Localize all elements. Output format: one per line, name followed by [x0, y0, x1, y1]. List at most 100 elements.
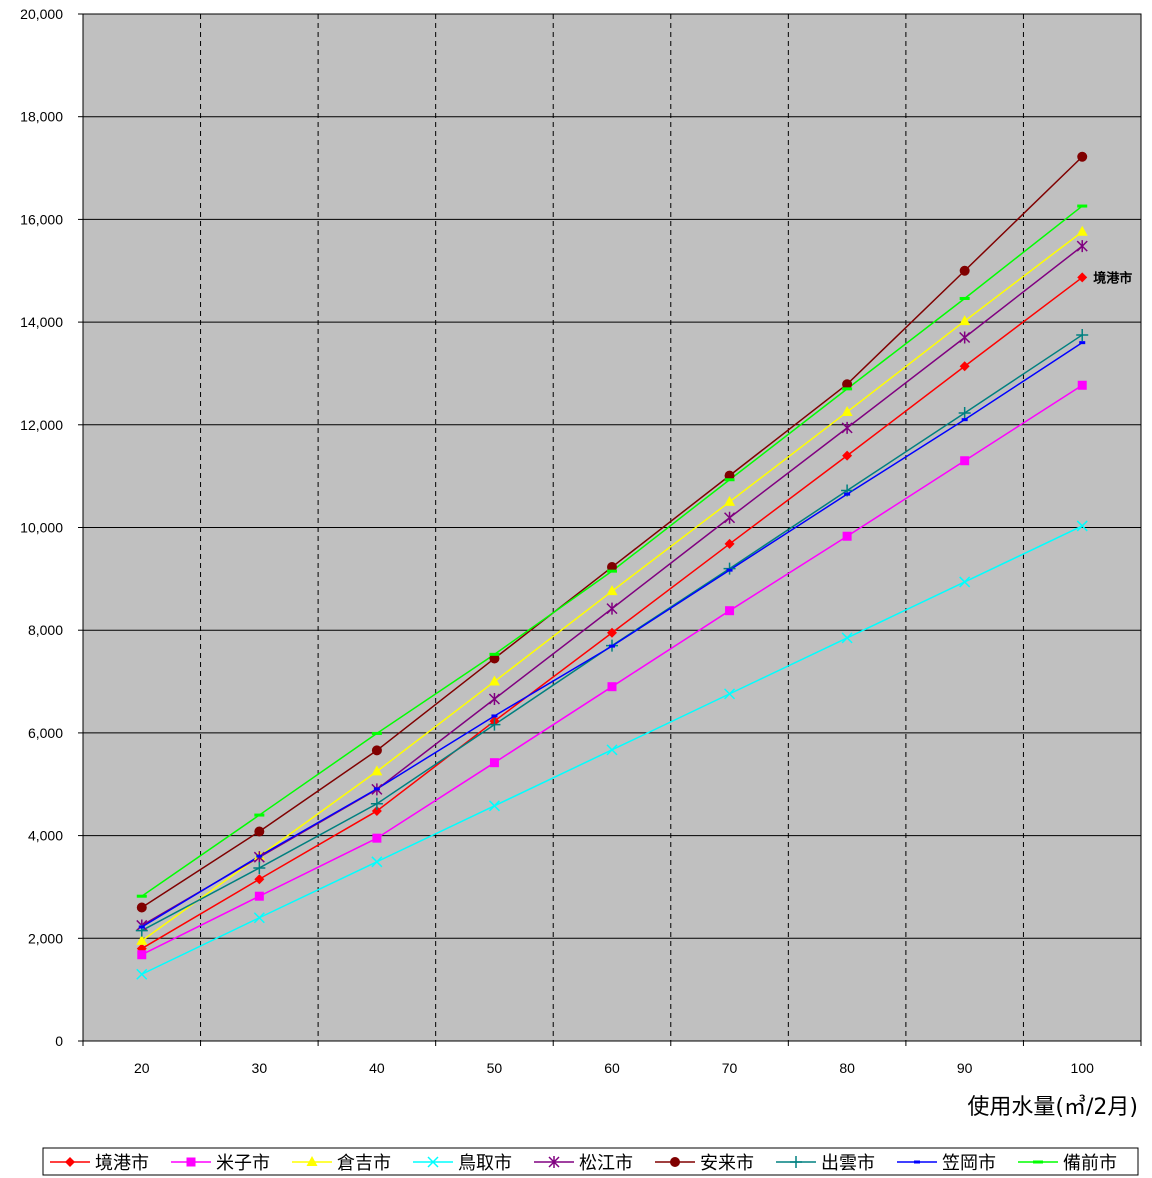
x-tick-label: 90 — [957, 1060, 973, 1076]
data-point — [488, 718, 501, 731]
x-tick-label: 60 — [604, 1060, 620, 1076]
data-point — [256, 854, 263, 858]
data-point — [489, 653, 500, 664]
y-tick-label: 0 — [55, 1033, 63, 1049]
series-markers — [135, 151, 1089, 980]
data-point — [372, 833, 382, 843]
data-point — [959, 361, 970, 372]
data-point — [1076, 240, 1088, 253]
data-point — [724, 538, 735, 549]
x-tick-label: 30 — [252, 1060, 268, 1076]
data-point — [136, 968, 148, 980]
data-point — [723, 562, 736, 575]
data-point — [725, 606, 735, 616]
data-point — [724, 511, 736, 524]
legend-label: 米子市 — [216, 1153, 270, 1174]
data-point — [724, 478, 735, 482]
data-point — [607, 569, 617, 573]
legend-marker — [790, 1156, 802, 1168]
data-point — [959, 265, 970, 276]
data-point — [606, 744, 618, 756]
data-point — [842, 450, 853, 461]
legend-box — [42, 1147, 1139, 1176]
data-point — [1077, 204, 1088, 208]
x-tick-label: 100 — [1071, 1060, 1095, 1076]
data-point — [1077, 380, 1087, 390]
data-point — [1076, 520, 1088, 532]
data-point — [724, 495, 736, 506]
data-point — [841, 405, 853, 416]
legend-label: 笠岡市 — [942, 1153, 996, 1174]
data-point — [842, 379, 853, 390]
data-point — [371, 731, 382, 735]
legend-marker — [427, 1156, 439, 1168]
data-point — [607, 562, 617, 573]
y-tick-label: 18,000 — [20, 109, 63, 125]
x-tick-label: 40 — [369, 1060, 385, 1076]
legend-marker — [306, 1156, 318, 1166]
legend-label: 鳥取市 — [458, 1153, 512, 1174]
x-tick-label: 80 — [839, 1060, 855, 1076]
legend-label: 出雲市 — [821, 1153, 875, 1174]
data-point — [1076, 225, 1088, 236]
data-point — [371, 856, 383, 868]
legend: 境港市 米子市 倉吉市 鳥取市 松江市 安来市 出雲市 笠岡市 備前市 — [42, 1147, 1139, 1176]
data-point — [841, 632, 853, 644]
x-axis-label: 使用水量(㎥/2月) — [967, 1094, 1138, 1120]
legend-label: 倉吉市 — [337, 1153, 391, 1174]
y-tick-label: 10,000 — [20, 520, 63, 536]
legend-label: 備前市 — [1063, 1153, 1117, 1174]
data-point — [958, 406, 971, 419]
legend-label: 境港市 — [95, 1153, 149, 1174]
data-point — [842, 531, 852, 541]
data-point — [959, 576, 971, 588]
data-point — [488, 675, 500, 686]
data-point — [370, 797, 383, 810]
x-tick-label: 50 — [487, 1060, 503, 1076]
legend-marker — [914, 1160, 920, 1164]
data-point — [136, 902, 147, 913]
y-tick-label: 2,000 — [28, 930, 63, 946]
data-point — [136, 934, 148, 945]
data-point — [724, 470, 735, 481]
y-tick-label: 8,000 — [28, 622, 63, 638]
data-point — [489, 758, 499, 768]
data-point — [488, 800, 500, 812]
data-point — [961, 418, 968, 422]
data-point — [606, 585, 618, 596]
data-point — [1079, 341, 1086, 345]
data-point — [489, 652, 500, 656]
x-axis-ticks: 20 30 40 50 60 70 80 90 100 — [134, 1060, 1094, 1076]
data-point — [371, 805, 382, 816]
legend-marker — [670, 1157, 680, 1167]
data-point — [609, 644, 615, 648]
data-point — [959, 315, 971, 326]
y-tick-label: 14,000 — [20, 314, 63, 330]
legend-marker — [548, 1156, 560, 1168]
data-point — [607, 627, 617, 638]
y-tick-label: 12,000 — [20, 417, 63, 433]
data-point — [724, 688, 736, 700]
data-point — [254, 813, 265, 817]
y-axis-ticks: 0 2,000 4,000 6,000 8,000 10,000 12,000 14,000 1… — [20, 6, 63, 1049]
data-point — [137, 950, 147, 960]
x-tick-label: 70 — [722, 1060, 738, 1076]
data-point — [960, 456, 970, 466]
data-point — [1077, 272, 1088, 283]
data-point — [726, 568, 733, 572]
data-point — [371, 745, 382, 756]
data-point — [253, 861, 266, 874]
y-tick-label: 4,000 — [28, 828, 63, 844]
data-point — [136, 894, 147, 898]
data-point — [373, 787, 380, 791]
data-point — [607, 682, 617, 692]
data-point — [253, 912, 265, 924]
axes — [78, 13, 1142, 1046]
data-point — [841, 421, 853, 434]
data-point — [254, 874, 265, 885]
data-point — [959, 331, 971, 344]
data-point — [606, 602, 618, 615]
series-annotation: 境港市 — [1093, 270, 1132, 286]
y-tick-label: 16,000 — [20, 211, 63, 227]
